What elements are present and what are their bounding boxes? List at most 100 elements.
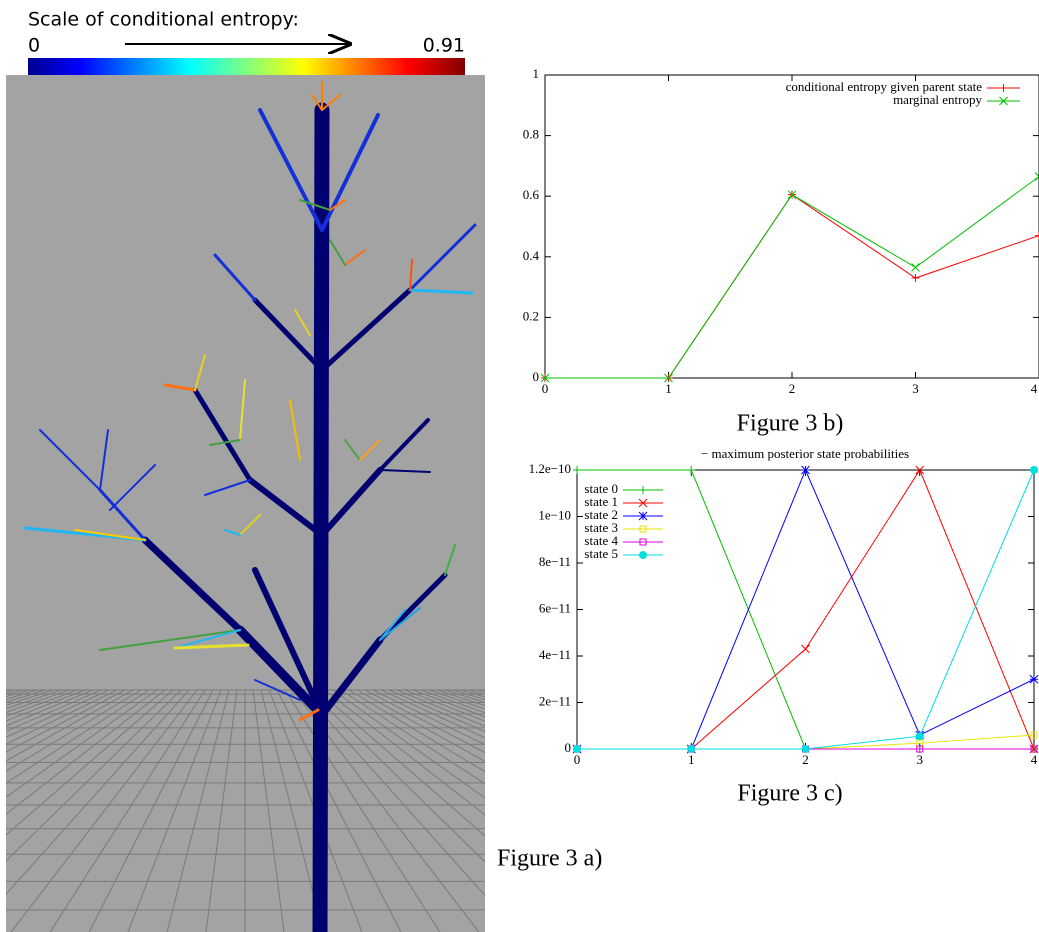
x-tick-label: 4: [1031, 381, 1038, 396]
point: [1030, 745, 1038, 753]
grid-line-v: [6, 689, 190, 895]
y-tick-label: 0.8: [523, 127, 539, 142]
branch: [377, 572, 448, 643]
branch: [318, 636, 384, 719]
grid-line-v: [308, 689, 485, 863]
grid-line-v: [6, 689, 158, 798]
colorbar-min: 0: [28, 35, 40, 57]
branch: [312, 102, 330, 932]
point: [1029, 674, 1039, 684]
x-tick-label: 0: [542, 381, 549, 396]
y-tick-label: 0: [565, 740, 572, 755]
branch: [329, 239, 346, 266]
branch: [98, 488, 147, 542]
point: [638, 511, 648, 521]
grid-line-v: [205, 689, 238, 932]
legend-label: state 5: [584, 546, 618, 561]
grid-line-v: [380, 689, 485, 739]
grid-line-v: [372, 689, 485, 746]
y-tick-label: 1e−10: [538, 507, 571, 522]
branch: [235, 625, 327, 720]
chart-title: − maximum posterior state probabilities: [701, 446, 909, 461]
branch: [320, 113, 380, 232]
series-line: [577, 468, 1035, 750]
point: [801, 644, 810, 654]
x-tick-label: 2: [802, 752, 809, 767]
grid-line-v: [324, 689, 485, 816]
branch: [444, 544, 456, 576]
point: [687, 466, 696, 474]
series-line: [577, 469, 1034, 750]
branch: [209, 439, 241, 446]
point: [1030, 466, 1038, 474]
grid-line-v: [364, 689, 485, 754]
branch: [379, 469, 431, 473]
grid-line-v: [0, 690, 5, 932]
grid-line-v: [452, 689, 485, 701]
branch: [289, 399, 301, 461]
point: [540, 373, 550, 383]
branch: [319, 287, 413, 373]
point: [915, 732, 924, 741]
branch: [408, 223, 477, 292]
branch: [298, 708, 320, 722]
legend-label: conditional entropy given parent state: [786, 79, 983, 94]
grid-line-v: [340, 689, 485, 785]
branch: [329, 199, 346, 211]
point: [639, 551, 647, 559]
branch: [163, 383, 197, 392]
grid-line-v: [468, 689, 485, 695]
branch: [319, 467, 383, 538]
branch: [378, 418, 430, 472]
grid-line-v: [284, 689, 441, 932]
point: [639, 525, 647, 533]
x-tick-label: 1: [688, 752, 695, 767]
point: [639, 486, 647, 494]
grid-line-v: [6, 689, 134, 762]
branch: [344, 439, 361, 461]
y-tick-label: 1.2e−10: [529, 461, 571, 476]
grid-line-v: [436, 689, 485, 707]
legend-label: state 1: [584, 494, 618, 509]
grid-line-v: [6, 689, 142, 772]
grid-line-v: [348, 689, 485, 773]
branch: [252, 567, 325, 718]
tree: [23, 81, 477, 932]
x-tick-label: 2: [789, 381, 796, 396]
x-tick-label: 1: [665, 381, 672, 396]
x-tick-label: 0: [574, 752, 581, 767]
grid-line-v: [6, 689, 174, 836]
point: [999, 84, 1008, 92]
branch: [258, 108, 324, 232]
point: [573, 466, 581, 474]
point: [1030, 731, 1038, 739]
branch: [174, 629, 241, 649]
grid-line-v: [6, 689, 118, 745]
point: [638, 498, 648, 508]
chart: 0 2e−11 4e−11 6e−11 8e−11 1e−10 1.2e−10 0 1 2 3 4 − …: [529, 446, 1039, 807]
point: [916, 745, 924, 753]
y-tick-label: 1: [533, 66, 540, 81]
grid-line-v: [460, 689, 485, 698]
legend-label: state 0: [584, 481, 618, 496]
grid-line-v: [88, 689, 214, 932]
branch: [173, 643, 250, 650]
branch: [239, 514, 261, 536]
point: [687, 745, 696, 753]
branch: [321, 94, 341, 111]
x-tick-label: 3: [917, 752, 924, 767]
caption: Figure 3 a): [497, 846, 602, 872]
point: [639, 538, 647, 546]
legend-label: state 3: [584, 520, 618, 535]
grid-line-v: [6, 689, 182, 862]
branch: [299, 199, 331, 211]
chart: 0 0.2 0.4 0.6 0.8 1 0 1 2 3 4 Figure 3 b) conditiona…: [523, 66, 1039, 437]
branch: [39, 429, 101, 491]
point: [911, 263, 920, 272]
branch: [359, 439, 381, 461]
branch: [311, 94, 323, 111]
x-tick-label: 4: [1031, 752, 1038, 767]
grid-line-v: [404, 689, 485, 722]
legend-label: marginal entropy: [893, 92, 982, 107]
